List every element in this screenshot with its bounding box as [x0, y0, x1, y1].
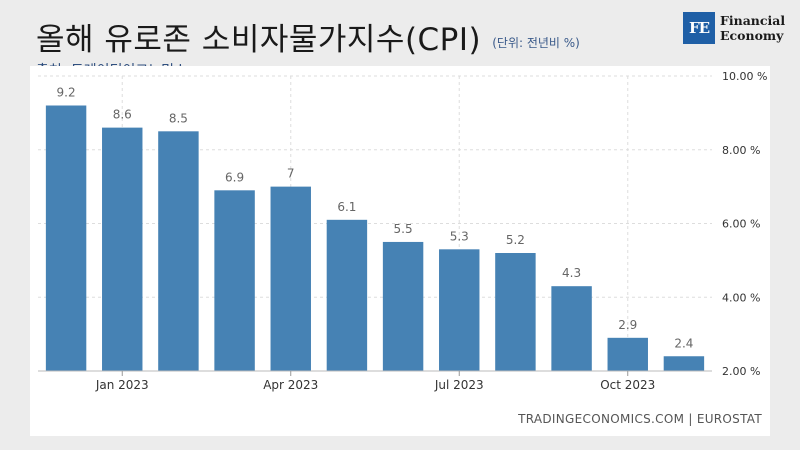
x-tick-label: Jul 2023 [434, 378, 484, 392]
data-label: 6.1 [337, 200, 356, 214]
logo-text: Financial Economy [720, 13, 785, 43]
bar [158, 131, 199, 371]
y-tick-label: 2.00 % [722, 365, 760, 378]
data-label: 5.5 [394, 222, 413, 236]
bar [102, 127, 143, 371]
financial-economy-logo: FE Financial Economy [683, 12, 785, 44]
data-label: 5.2 [506, 233, 525, 247]
logo-line-1: Financial [720, 13, 786, 28]
x-tick-label: Jan 2023 [95, 378, 149, 392]
logo-mark-text: FE [688, 19, 710, 37]
bar-chart: 2.00 % 4.00 % 6.00 % 8.00 % 10.00 % 9.2 8.6 8.5… [38, 70, 767, 392]
unit-label: (단위: 전년비 %) [492, 36, 580, 50]
y-tick-label: 4.00 % [722, 291, 760, 304]
y-tick-label: 6.00 % [722, 218, 760, 231]
bar [382, 241, 424, 371]
bar [607, 337, 648, 371]
x-tick-label: Apr 2023 [263, 378, 318, 392]
y-tick-label: 10.00 % [722, 70, 767, 83]
data-label: 6.9 [225, 170, 244, 184]
bar [45, 105, 87, 371]
data-label: 4.3 [562, 266, 581, 280]
data-label: 5.3 [450, 229, 469, 243]
bar [326, 219, 368, 371]
x-tick-label: Oct 2023 [600, 378, 655, 392]
y-tick-label: 8.00 % [722, 144, 760, 157]
data-label: 2.4 [674, 336, 693, 350]
bar [270, 186, 311, 371]
bar [495, 253, 536, 371]
title-block: 올해 유로존 소비자물가지수(CPI) (단위: 전년비 %) [36, 14, 580, 59]
bar [214, 190, 255, 371]
data-label: 2.9 [618, 318, 637, 332]
chart-title: 올해 유로존 소비자물가지수(CPI) [36, 22, 482, 58]
bar [551, 286, 592, 371]
data-label: 9.2 [57, 86, 76, 100]
fe-logo-icon: FE [683, 12, 715, 44]
logo-line-2: Economy [720, 28, 784, 43]
data-label: 7 [287, 167, 295, 181]
footer-source: TRADINGECONOMICS.COM | EUROSTAT [518, 412, 762, 426]
bar [439, 249, 480, 371]
data-label: 8.5 [169, 111, 188, 125]
bar [663, 356, 705, 371]
data-label: 8.6 [113, 108, 132, 122]
chart-panel: 2.00 % 4.00 % 6.00 % 8.00 % 10.00 % 9.2 8.6 8.5… [30, 66, 770, 436]
